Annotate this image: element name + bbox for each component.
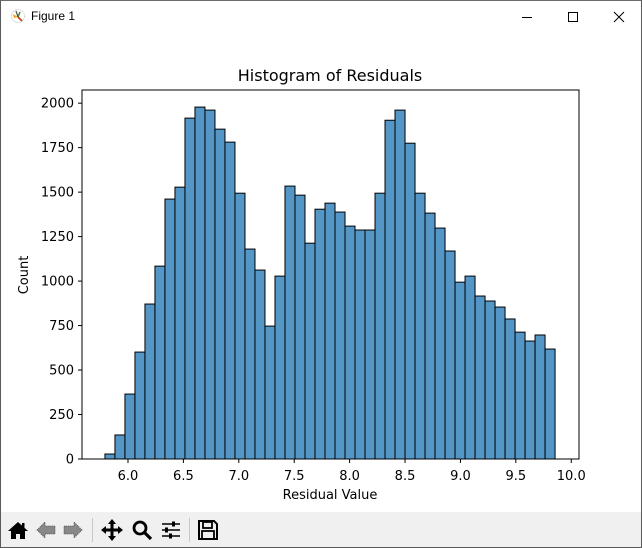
minimize-button[interactable]	[504, 1, 550, 32]
histogram-bar	[324, 202, 336, 460]
histogram-bar	[414, 192, 426, 460]
forward-button[interactable]	[59, 516, 87, 544]
histogram-bar	[304, 242, 316, 460]
histogram-bar	[274, 275, 286, 460]
toolbar-separator	[189, 518, 190, 542]
arrow-right-icon	[63, 521, 83, 539]
histogram-bar	[174, 186, 186, 460]
move-icon	[101, 519, 123, 541]
histogram-bar	[464, 275, 476, 460]
x-tick-label: 9.5	[505, 469, 526, 484]
back-button[interactable]	[32, 516, 60, 544]
histogram-bar	[264, 325, 276, 460]
window-title: Figure 1	[31, 9, 76, 23]
arrow-left-icon	[36, 521, 56, 539]
histogram-bar	[194, 106, 206, 460]
y-tick-label: 1500	[41, 186, 74, 201]
y-axis-label: Count	[17, 256, 32, 295]
x-axis-label: Residual Value	[283, 488, 378, 503]
histogram-bar	[284, 185, 296, 460]
histogram-bar	[134, 351, 146, 460]
x-tick-label: 9.0	[450, 469, 471, 484]
histogram-bars	[104, 106, 556, 460]
histogram-bar	[204, 109, 216, 460]
histogram-bar	[154, 265, 166, 460]
maximize-icon	[568, 11, 578, 22]
matplotlib-icon	[11, 9, 25, 23]
histogram-bar	[454, 281, 466, 460]
histogram-bar	[434, 227, 446, 460]
figure-canvas[interactable]: Histogram of Residuals 0 250 500 750 1000 125…	[1, 32, 641, 510]
histogram-bar	[514, 331, 526, 460]
y-tick-label: 1250	[41, 230, 74, 245]
histogram-bar	[314, 208, 326, 460]
histogram-bar	[164, 198, 176, 460]
y-axis-ticks: 0 250 500 750 1000 1250 1500 1750 2000	[41, 97, 82, 468]
histogram-bar	[244, 248, 256, 460]
histogram-bar	[234, 192, 246, 460]
x-tick-label: 10.0	[557, 469, 586, 484]
zoom-button[interactable]	[128, 516, 156, 544]
home-icon	[8, 522, 28, 539]
x-axis-ticks: 6.0 6.5 7.0 7.5 8.0 8.5 9.0 9.5 10.0	[118, 459, 586, 484]
magnifier-icon	[132, 520, 153, 541]
histogram-bar	[114, 434, 126, 460]
histogram-bar	[374, 192, 386, 460]
histogram-bar	[344, 225, 356, 460]
floppy-disk-icon	[198, 520, 218, 540]
histogram-bar	[544, 348, 556, 460]
histogram-bar	[124, 393, 136, 460]
sliders-icon	[162, 521, 180, 539]
navigation-toolbar	[1, 512, 641, 547]
title-bar[interactable]: Figure 1	[1, 1, 641, 32]
x-tick-label: 8.0	[339, 469, 360, 484]
toolbar-separator	[92, 518, 93, 542]
histogram-bar	[424, 212, 436, 460]
close-icon	[613, 11, 625, 22]
x-tick-label: 6.5	[173, 469, 194, 484]
histogram-bar	[474, 295, 486, 460]
y-tick-label: 1000	[41, 275, 74, 290]
y-tick-label: 2000	[41, 97, 74, 112]
histogram-bar	[534, 334, 546, 460]
histogram-bar	[334, 211, 346, 460]
maximize-button[interactable]	[550, 1, 596, 32]
histogram-bar	[524, 340, 536, 460]
pan-button[interactable]	[98, 516, 126, 544]
x-tick-label: 7.5	[284, 469, 305, 484]
histogram-bar	[224, 141, 236, 460]
histogram-bar	[354, 229, 366, 460]
y-tick-label: 750	[49, 319, 74, 334]
close-button[interactable]	[596, 1, 642, 32]
minimize-icon	[522, 16, 532, 18]
histogram-bar	[254, 269, 266, 460]
y-tick-label: 0	[66, 453, 74, 468]
histogram-bar	[364, 229, 376, 460]
histogram-bar	[404, 142, 416, 460]
save-button[interactable]	[194, 516, 222, 544]
y-tick-label: 500	[49, 364, 74, 379]
configure-subplots-button[interactable]	[157, 516, 185, 544]
histogram-bar	[104, 453, 116, 460]
histogram-bar	[504, 318, 516, 460]
histogram-chart: Histogram of Residuals 0 250 500 750 1000 125…	[17, 66, 586, 503]
histogram-bar	[294, 194, 306, 460]
x-tick-label: 8.5	[395, 469, 416, 484]
histogram-bar	[444, 250, 456, 460]
histogram-bar	[144, 303, 156, 460]
x-tick-label: 6.0	[118, 469, 139, 484]
x-tick-label: 7.0	[228, 469, 249, 484]
histogram-bar	[214, 128, 226, 460]
plot-frame	[81, 89, 580, 460]
histogram-bar	[184, 117, 196, 460]
home-button[interactable]	[4, 516, 32, 544]
y-tick-label: 1750	[41, 141, 74, 156]
histogram-bar	[394, 109, 406, 460]
chart-title: Histogram of Residuals	[238, 66, 423, 85]
histogram-bar	[494, 306, 506, 460]
histogram-bar	[384, 119, 396, 460]
histogram-bar	[484, 300, 496, 460]
y-tick-label: 250	[49, 408, 74, 423]
